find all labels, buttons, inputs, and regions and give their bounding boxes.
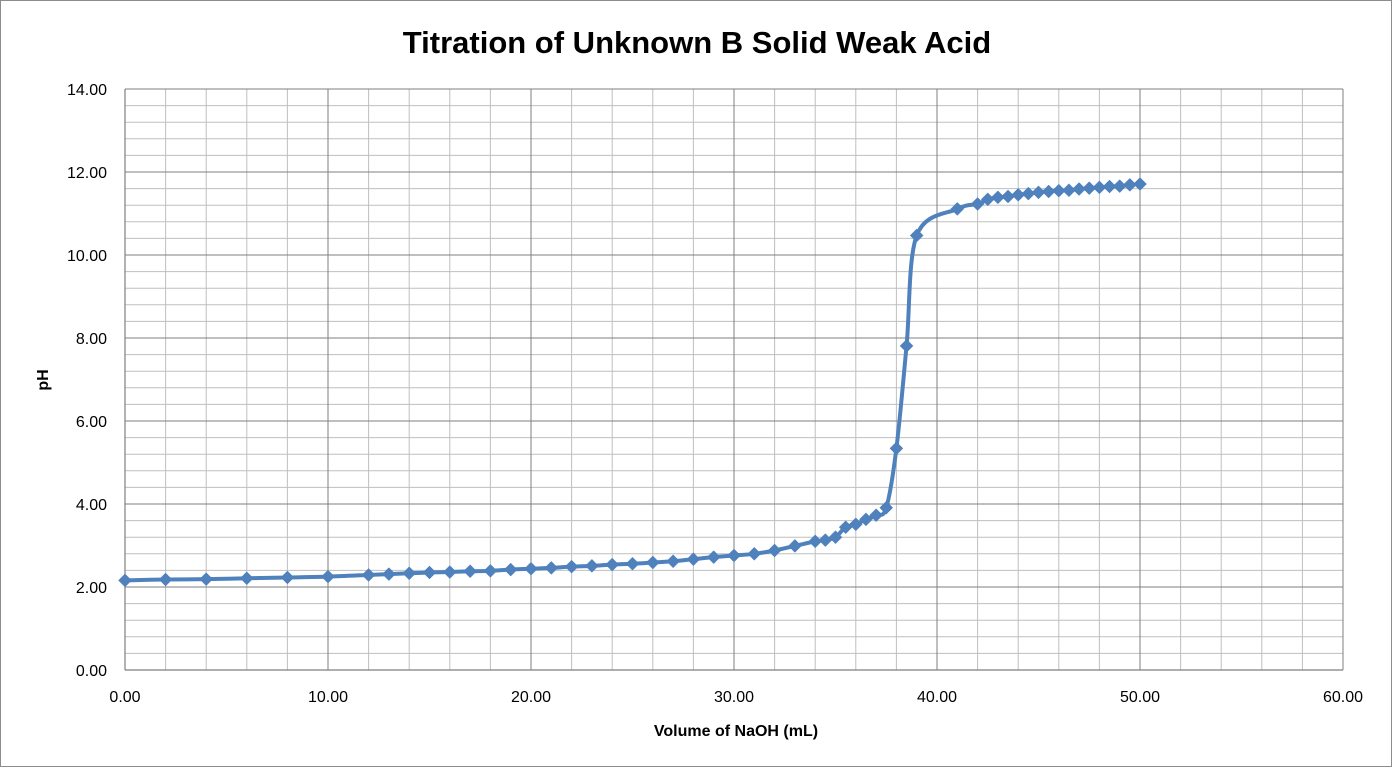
data-point: [1102, 179, 1117, 194]
data-point: [280, 570, 295, 585]
data-point: [828, 530, 843, 545]
data-point: [666, 554, 680, 569]
data-point: [158, 572, 173, 587]
x-tick-label: 20.00: [511, 689, 551, 706]
axes: [124, 89, 1343, 671]
y-tick-label: 4.00: [76, 497, 107, 514]
data-point: [1031, 185, 1046, 200]
x-tick-label: 10.00: [308, 689, 348, 706]
data-point: [524, 561, 538, 576]
y-tick-label: 6.00: [76, 414, 107, 431]
data-point: [788, 539, 802, 553]
data-point: [848, 517, 863, 532]
x-axis-label: Volume of NaOH (mL): [654, 723, 818, 740]
data-point: [544, 561, 559, 575]
x-tick-label: 60.00: [1323, 689, 1363, 706]
x-tick-labels: 0.00 10.00 20.00 30.00 40.00 50.00 60.00: [109, 689, 1363, 706]
data-point: [239, 571, 254, 586]
data-point: [899, 339, 914, 353]
data-point: [747, 546, 762, 561]
data-point: [321, 569, 335, 584]
data-point: [422, 565, 437, 580]
data-point: [859, 512, 873, 527]
x-tick-label: 0.00: [109, 689, 140, 706]
data-point: [889, 441, 904, 456]
series-markers: [118, 177, 1147, 588]
data-point: [686, 552, 701, 567]
data-point: [1122, 178, 1137, 192]
y-tick-label: 0.00: [76, 663, 107, 680]
data-point: [625, 556, 640, 571]
data-point: [869, 508, 883, 523]
y-tick-label: 2.00: [76, 580, 107, 597]
data-point: [727, 548, 741, 563]
y-tick-label: 12.00: [67, 165, 107, 182]
data-point: [1092, 180, 1107, 195]
y-tick-label: 14.00: [67, 82, 107, 99]
data-point: [1001, 189, 1015, 204]
x-tick-label: 30.00: [714, 689, 754, 706]
x-tick-label: 50.00: [1120, 689, 1160, 706]
major-gridlines: [124, 88, 1344, 671]
data-point: [1072, 182, 1086, 196]
y-tick-label: 8.00: [76, 331, 107, 348]
y-axis-label: pH: [35, 369, 52, 390]
data-point: [818, 533, 833, 547]
data-point: [645, 555, 660, 570]
data-point: [199, 572, 214, 586]
data-point: [909, 228, 924, 243]
data-point: [1051, 183, 1066, 198]
y-tick-label: 10.00: [67, 248, 107, 265]
data-point: [950, 202, 965, 216]
data-point: [382, 567, 396, 581]
data-point: [1082, 181, 1097, 196]
data-point: [1041, 184, 1056, 199]
data-point: [442, 565, 457, 579]
x-tick-label: 40.00: [917, 689, 957, 706]
data-point: [463, 564, 477, 579]
data-point: [402, 566, 417, 581]
data-point: [1133, 177, 1147, 191]
y-tick-labels: 0.00 2.00 4.00 6.00 8.00 10.00 12.00 14.00: [67, 82, 107, 680]
data-point: [970, 197, 985, 211]
data-point: [564, 559, 579, 574]
data-point: [605, 557, 620, 572]
data-point: [706, 550, 721, 564]
data-point: [483, 563, 498, 578]
data-point: [991, 190, 1005, 205]
data-point: [879, 500, 894, 515]
data-point: [585, 558, 599, 573]
data-point: [503, 562, 518, 577]
chart-title: Titration of Unknown B Solid Weak Acid: [403, 25, 991, 60]
data-point: [361, 568, 376, 582]
data-point: [767, 543, 782, 558]
data-point: [118, 573, 132, 588]
